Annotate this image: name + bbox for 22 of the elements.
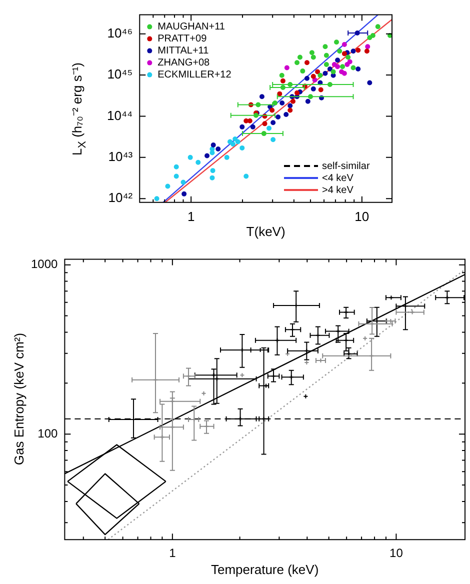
y-tick-label: 10⁴⁵ — [107, 66, 133, 82]
y-tick-label: 1000 — [30, 257, 58, 272]
x-tick-label: 10 — [354, 208, 370, 224]
x-axis-title: T(keV) — [245, 224, 286, 240]
x-axis-title: Temperature (keV) — [210, 562, 320, 577]
y-tick-label: 10⁴² — [108, 190, 134, 206]
legend-label: <4 keV — [322, 172, 354, 184]
x-tick-label: 1 — [187, 208, 195, 224]
y-tick-label: 10⁴⁶ — [107, 25, 133, 40]
y-tick-label: 10⁴⁴ — [106, 108, 133, 123]
y-tick-label: 100 — [38, 426, 58, 440]
y-axis-title: Gas Entropy (keV cm²) — [11, 333, 26, 466]
x-tick-label: 10 — [390, 546, 404, 560]
x-tick-label: 1 — [169, 546, 176, 560]
legend-label: >4 keV — [322, 184, 354, 196]
y-tick-label: 10⁴³ — [108, 149, 134, 164]
legend-label: PRATT+09 — [158, 34, 208, 45]
legend-label: ECKMILLER+12 — [158, 70, 232, 81]
legend-label: MITTAL+11 — [158, 46, 210, 57]
legend-label: ZHANG+08 — [158, 58, 210, 69]
legend-label: MAUGHAN+11 — [158, 22, 226, 33]
legend-label: self-similar — [322, 160, 370, 172]
